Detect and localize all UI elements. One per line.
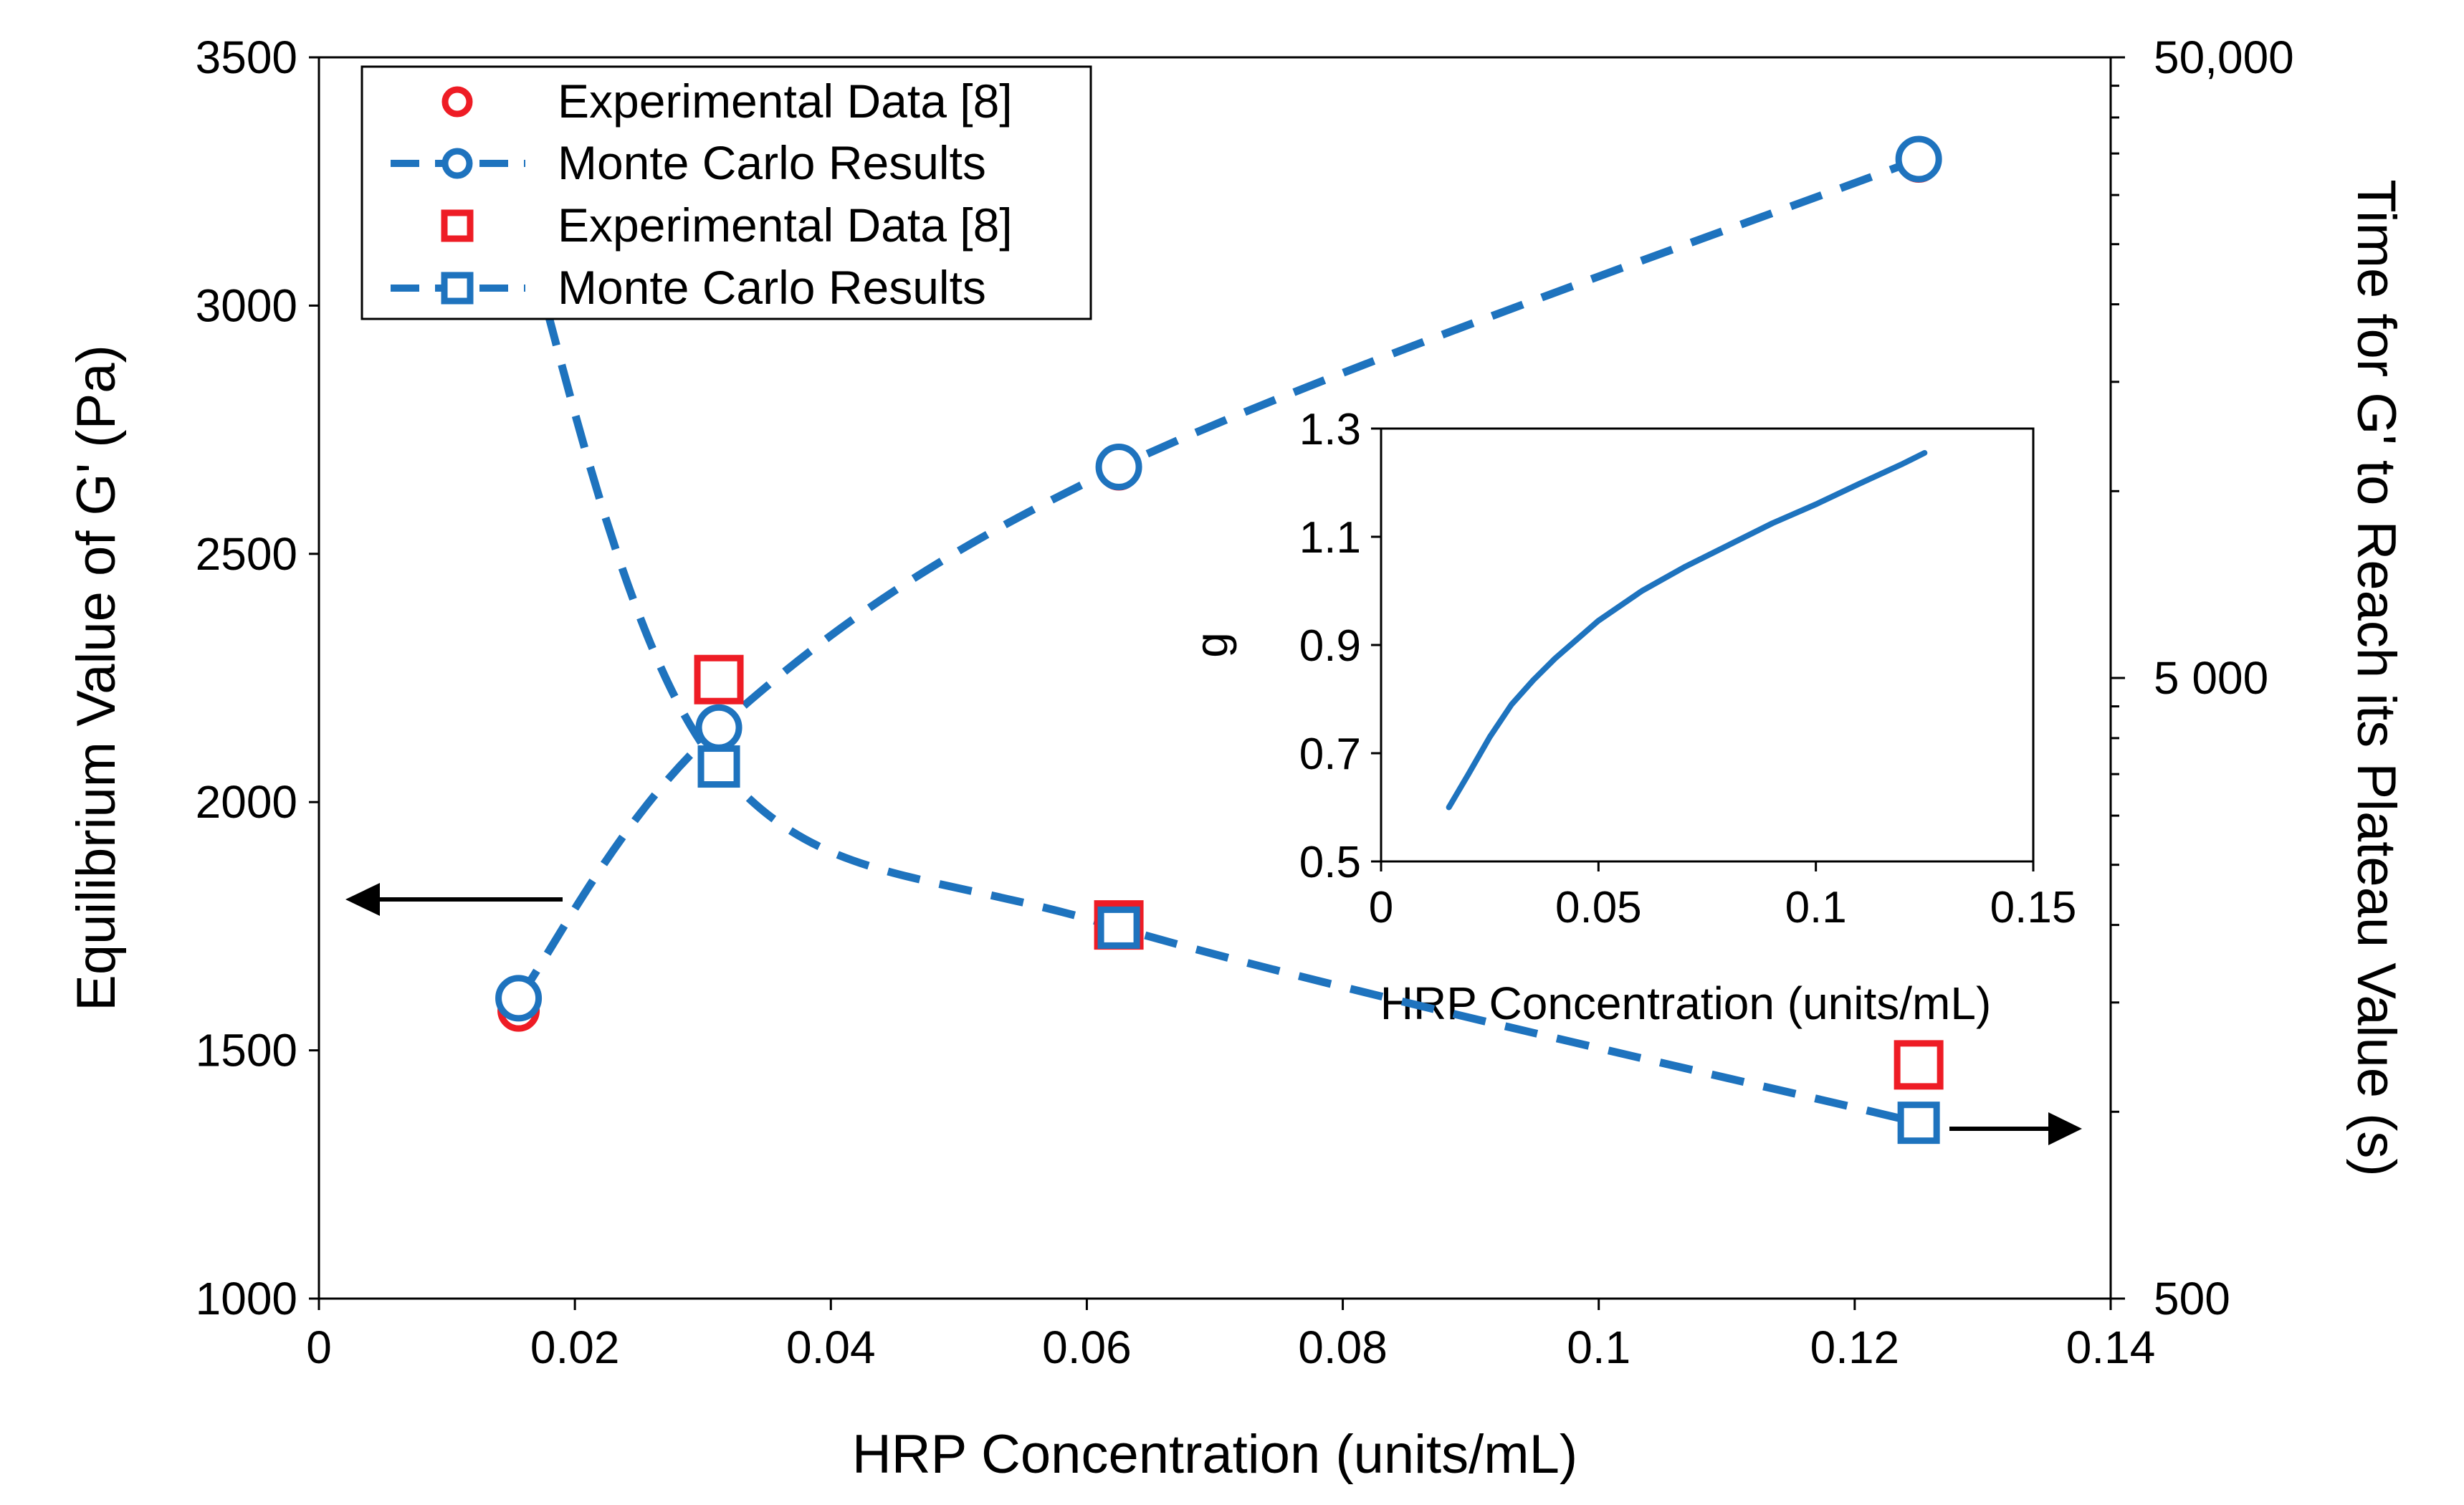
inset-y-axis-title: g: [1185, 632, 1237, 658]
x-axis-title: HRP Concentration (units/mL): [852, 1424, 1577, 1485]
inset-y-tick-label: 1.1: [1299, 513, 1361, 563]
inset-x-tick-label: 0.1: [1785, 883, 1847, 932]
monte-carlo-circle-point: [1895, 135, 1942, 183]
inset-x-tick-label: 0.05: [1555, 883, 1642, 932]
series-dashed-line: [515, 155, 1921, 1001]
inset-y-tick-label: 0.7: [1299, 730, 1361, 779]
x-tick-label: 0.1: [1567, 1322, 1630, 1373]
x-tick-label: 0.04: [786, 1322, 876, 1373]
experimental-square-point: [1894, 1040, 1944, 1090]
left-arrow-head: [345, 883, 380, 916]
y-right-axis-title: Time for G' to Reach its Plateau Value (…: [2346, 179, 2407, 1177]
monte-carlo-square-point: [697, 745, 740, 788]
experimental-square-point: [694, 654, 744, 704]
legend-label: Experimental Data [8]: [558, 199, 1013, 252]
y-left-tick-label: 2500: [196, 528, 297, 580]
inset-x-tick-label: 0.15: [1990, 883, 2077, 932]
x-tick-label: 0.06: [1042, 1322, 1132, 1373]
x-tick-label: 0.02: [530, 1322, 620, 1373]
monte-carlo-square-point: [1097, 906, 1140, 949]
y-left-tick-label: 1500: [196, 1025, 297, 1076]
legend-label: Experimental Data [8]: [558, 75, 1013, 128]
legend-marker-circle: [441, 148, 473, 179]
y-left-tick-label: 2000: [196, 776, 297, 828]
legend: Experimental Data [8] Monte Carlo Results…: [360, 65, 1092, 320]
inset-y-tick-label: 1.3: [1299, 405, 1361, 454]
legend-box: [360, 65, 1092, 320]
main-axes: 0 0.02 0.04 0.06 0.08 0.1 0.12 0.14 1000 1500 2000…: [66, 32, 2407, 1485]
y-right-tick-label: 500: [2154, 1273, 2230, 1324]
legend-marker-square: [441, 272, 474, 305]
x-tick-label: 0.12: [1810, 1322, 1900, 1373]
series-dashed-line: [515, 210, 1920, 1127]
annotation-arrows: [345, 883, 2082, 1145]
monte-carlo-circle-point: [1095, 444, 1142, 491]
legend-marker-circle: [441, 86, 473, 118]
legend-label: Monte Carlo Results: [558, 261, 986, 314]
inset-y-tick-label: 0.5: [1299, 838, 1361, 887]
x-tick-label: 0.08: [1298, 1322, 1388, 1373]
legend-label: Monte Carlo Results: [558, 136, 986, 189]
inset-x-tick-label: 0: [1369, 883, 1393, 932]
inset-frame: [1380, 427, 2035, 863]
inset-series-line: [1446, 449, 1928, 811]
y-left-tick-label: 3500: [196, 32, 297, 83]
monte-carlo-circle-point: [495, 975, 543, 1022]
y-left-axis-title: Equilibrium Value of G' (Pa): [66, 345, 127, 1011]
legend-marker-square: [441, 209, 474, 242]
x-tick-label: 0: [306, 1322, 332, 1373]
y-right-tick-label: 50,000: [2154, 32, 2294, 83]
y-left-tick-label: 1000: [196, 1273, 297, 1324]
y-right-tick-label: 5 000: [2154, 652, 2268, 704]
x-tick-label: 0.14: [2066, 1322, 2156, 1373]
inset-y-tick-label: 0.9: [1299, 621, 1361, 671]
monte-carlo-square-point: [1897, 1102, 1940, 1145]
right-arrow-head: [2048, 1112, 2082, 1145]
y-left-tick-label: 3000: [196, 280, 297, 331]
monte-carlo-circle-point: [695, 704, 742, 751]
